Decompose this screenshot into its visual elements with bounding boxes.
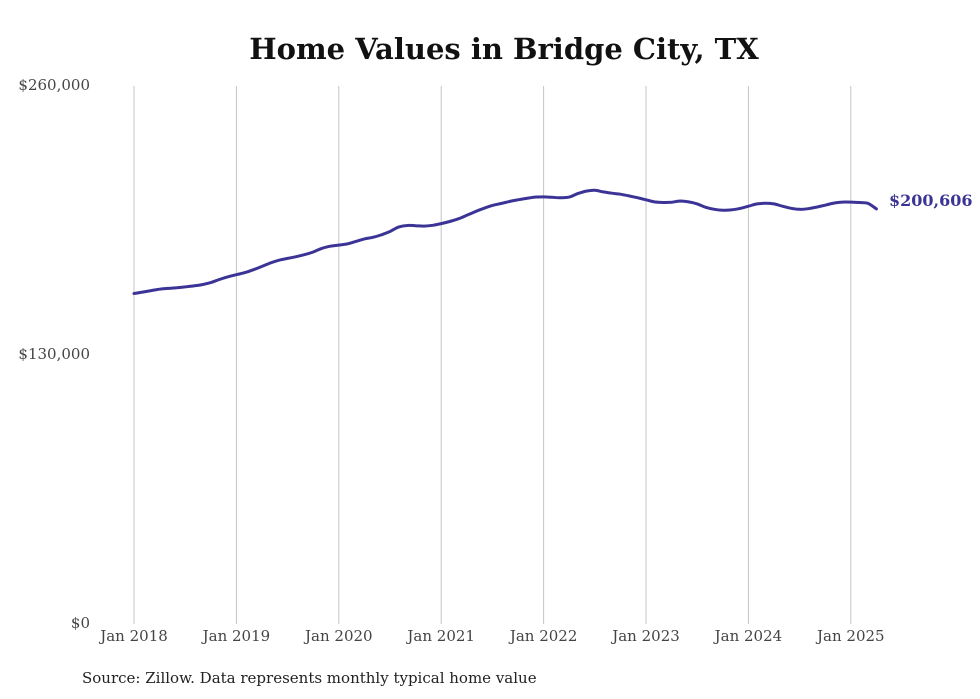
x-tick-label: Jan 2019 xyxy=(201,627,271,645)
y-tick-label: $260,000 xyxy=(18,76,90,94)
y-axis-ticks: $0 $130,000 $260,000 xyxy=(18,76,90,632)
series-line-0 xyxy=(132,188,878,295)
x-tick-label: Jan 2020 xyxy=(303,627,373,645)
y-tick-label: $0 xyxy=(71,614,90,632)
source-note: Source: Zillow. Data represents monthly … xyxy=(82,669,537,687)
end-value-label: $200,606 xyxy=(889,191,973,210)
x-tick-label: Jan 2025 xyxy=(815,627,885,645)
x-tick-label: Jan 2022 xyxy=(508,627,578,645)
y-tick-label: $130,000 xyxy=(18,345,90,363)
x-tick-label: Jan 2024 xyxy=(713,627,783,645)
series-layer xyxy=(132,188,878,295)
gridlines xyxy=(133,86,852,624)
x-tick-label: Jan 2023 xyxy=(610,627,680,645)
x-tick-label: Jan 2018 xyxy=(98,627,168,645)
x-tick-label: Jan 2021 xyxy=(405,627,475,645)
chart-title: Home Values in Bridge City, TX xyxy=(249,32,759,66)
x-axis-ticks: Jan 2018 Jan 2019 Jan 2020 Jan 2021 Jan 2022… xyxy=(98,627,884,645)
